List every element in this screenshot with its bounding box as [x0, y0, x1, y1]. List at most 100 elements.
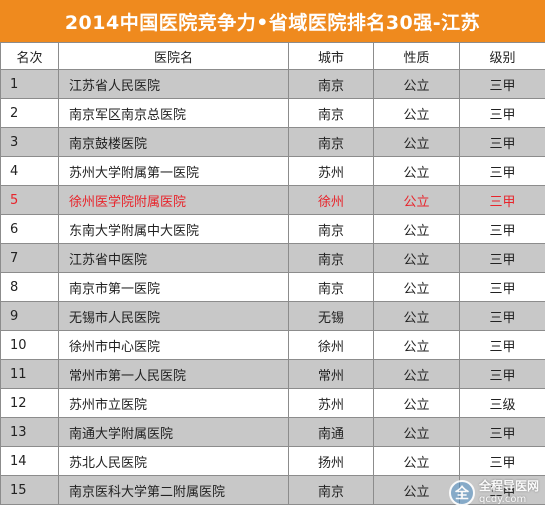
table-row: 8 南京市第一医院 南京 公立 三甲: [0, 272, 545, 302]
cell-city: 徐州: [288, 185, 374, 215]
cell-rank: 7: [0, 243, 59, 273]
cell-grade: 三甲: [459, 214, 545, 244]
cell-type: 公立: [373, 127, 460, 157]
page-title: 2014中国医院竞争力•省域医院排名30强-江苏: [0, 0, 545, 42]
watermark-text: 全程导医网 qcdy.com: [479, 480, 539, 506]
cell-hospital-name: 苏州大学附属第一医院: [58, 156, 289, 186]
cell-rank: 10: [0, 330, 59, 360]
cell-grade: 三甲: [459, 417, 545, 447]
cell-rank: 4: [0, 156, 59, 186]
cell-grade: 三甲: [459, 359, 545, 389]
table-row: 11 常州市第一人民医院 常州 公立 三甲: [0, 359, 545, 389]
cell-hospital-name: 东南大学附属中大医院: [58, 214, 289, 244]
table-row: 13 南通大学附属医院 南通 公立 三甲: [0, 417, 545, 447]
cell-city: 南京: [288, 475, 374, 505]
cell-type: 公立: [373, 301, 460, 331]
cell-type: 公立: [373, 98, 460, 128]
cell-city: 南京: [288, 214, 374, 244]
cell-grade: 三甲: [459, 127, 545, 157]
watermark-en: qcdy.com: [478, 494, 527, 505]
cell-city: 徐州: [288, 330, 374, 360]
cell-city: 南京: [288, 272, 374, 302]
cell-city: 南通: [288, 417, 374, 447]
cell-grade: 三甲: [459, 301, 545, 331]
cell-type: 公立: [373, 330, 460, 360]
cell-grade: 三甲: [459, 98, 545, 128]
cell-hospital-name: 常州市第一人民医院: [58, 359, 289, 389]
cell-grade: 三甲: [459, 156, 545, 186]
cell-hospital-name: 江苏省中医院: [58, 243, 289, 273]
header-rank: 名次: [0, 42, 59, 70]
cell-grade: 三甲: [459, 243, 545, 273]
watermark-cn: 全程导医网: [478, 479, 539, 493]
table-row: 6 东南大学附属中大医院 南京 公立 三甲: [0, 214, 545, 244]
table-row: 7 江苏省中医院 南京 公立 三甲: [0, 243, 545, 273]
cell-rank: 5: [0, 185, 59, 215]
cell-hospital-name: 江苏省人民医院: [58, 69, 289, 99]
cell-rank: 12: [0, 388, 59, 418]
header-grade: 级别: [459, 42, 545, 70]
cell-type: 公立: [373, 388, 460, 418]
cell-hospital-name: 南通大学附属医院: [58, 417, 289, 447]
cell-rank: 6: [0, 214, 59, 244]
cell-hospital-name: 南京鼓楼医院: [58, 127, 289, 157]
cell-rank: 8: [0, 272, 59, 302]
cell-city: 南京: [288, 243, 374, 273]
cell-rank: 1: [0, 69, 59, 99]
cell-rank: 3: [0, 127, 59, 157]
cell-type: 公立: [373, 359, 460, 389]
header-city: 城市: [288, 42, 374, 70]
cell-grade: 三甲: [459, 330, 545, 360]
cell-hospital-name: 南京军区南京总医院: [58, 98, 289, 128]
cell-hospital-name: 南京市第一医院: [58, 272, 289, 302]
cell-hospital-name: 南京医科大学第二附属医院: [58, 475, 289, 505]
table-row: 3 南京鼓楼医院 南京 公立 三甲: [0, 127, 545, 157]
table-row: 12 苏州市立医院 苏州 公立 三级: [0, 388, 545, 418]
header-type: 性质: [373, 42, 460, 70]
table-row-highlighted: 5 徐州医学院附属医院 徐州 公立 三甲: [0, 185, 545, 215]
table-row: 1 江苏省人民医院 南京 公立 三甲: [0, 69, 545, 99]
cell-grade: 三甲: [459, 185, 545, 215]
cell-hospital-name: 徐州市中心医院: [58, 330, 289, 360]
ranking-table: 名次 医院名 城市 性质 级别 1 江苏省人民医院 南京 公立 三甲 2 南京军…: [0, 42, 545, 505]
table-row: 4 苏州大学附属第一医院 苏州 公立 三甲: [0, 156, 545, 186]
table-row: 2 南京军区南京总医院 南京 公立 三甲: [0, 98, 545, 128]
cell-hospital-name: 苏北人民医院: [58, 446, 289, 476]
cell-hospital-name: 徐州医学院附属医院: [58, 185, 289, 215]
cell-type: 公立: [373, 214, 460, 244]
cell-type: 公立: [373, 417, 460, 447]
cell-rank: 11: [0, 359, 59, 389]
header-hospital-name: 医院名: [58, 42, 289, 70]
table-header-row: 名次 医院名 城市 性质 级别: [0, 42, 545, 70]
cell-rank: 14: [0, 446, 59, 476]
cell-type: 公立: [373, 69, 460, 99]
cell-city: 苏州: [288, 156, 374, 186]
cell-grade: 三甲: [459, 69, 545, 99]
site-watermark: 全 全程导医网 qcdy.com: [448, 480, 539, 506]
table-row: 9 无锡市人民医院 无锡 公立 三甲: [0, 301, 545, 331]
cell-type: 公立: [373, 185, 460, 215]
cell-type: 公立: [373, 475, 460, 505]
cell-type: 公立: [373, 156, 460, 186]
cell-city: 南京: [288, 69, 374, 99]
table-row: 10 徐州市中心医院 徐州 公立 三甲: [0, 330, 545, 360]
cell-grade: 三级: [459, 388, 545, 418]
cell-grade: 三甲: [459, 446, 545, 476]
cell-hospital-name: 苏州市立医院: [58, 388, 289, 418]
watermark-logo-icon: 全: [448, 480, 475, 506]
cell-grade: 三甲: [459, 272, 545, 302]
cell-type: 公立: [373, 243, 460, 273]
cell-city: 常州: [288, 359, 374, 389]
cell-city: 南京: [288, 127, 374, 157]
table-row: 14 苏北人民医院 扬州 公立 三甲: [0, 446, 545, 476]
cell-rank: 9: [0, 301, 59, 331]
cell-rank: 2: [0, 98, 59, 128]
cell-hospital-name: 无锡市人民医院: [58, 301, 289, 331]
cell-city: 无锡: [288, 301, 374, 331]
cell-city: 南京: [288, 98, 374, 128]
cell-type: 公立: [373, 272, 460, 302]
table-row: 15 南京医科大学第二附属医院 南京 公立 三甲: [0, 475, 545, 505]
cell-type: 公立: [373, 446, 460, 476]
cell-city: 扬州: [288, 446, 374, 476]
